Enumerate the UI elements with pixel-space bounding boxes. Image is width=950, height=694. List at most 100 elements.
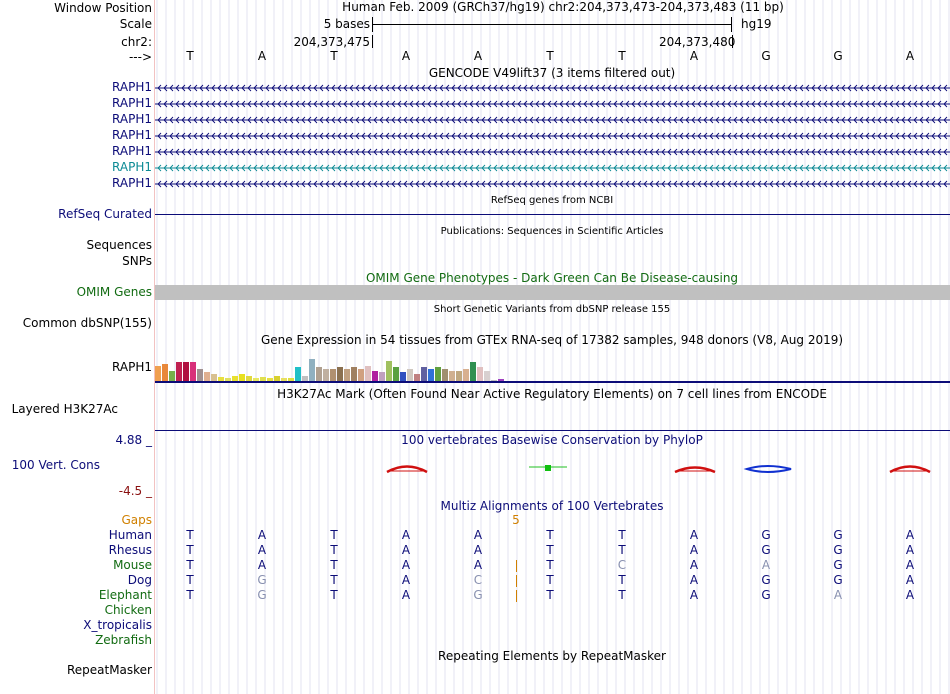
panel-divider[interactable] — [154, 0, 155, 694]
gtex-tissue-bar[interactable] — [162, 364, 168, 381]
track-area[interactable]: Human Feb. 2009 (GRCh37/hg19) chr2:204,3… — [155, 0, 950, 694]
aligned-base: G — [257, 573, 267, 587]
gencode-gene-label[interactable]: RAPH1 — [112, 80, 152, 94]
strand-arrows — [157, 164, 948, 172]
base-grid-lines — [156, 0, 950, 694]
gtex-tissue-bar[interactable] — [204, 372, 210, 381]
gtex-tissue-bar[interactable] — [337, 367, 343, 381]
refseq-label[interactable]: RefSeq Curated — [58, 207, 152, 221]
gtex-tissue-bar[interactable] — [428, 369, 434, 381]
aligned-base: A — [905, 588, 915, 602]
aligned-base: A — [689, 573, 699, 587]
gtex-tissue-bar[interactable] — [155, 366, 161, 381]
gtex-tissue-bar[interactable] — [449, 371, 455, 381]
aligned-base: G — [833, 528, 843, 542]
gtex-tissue-bar[interactable] — [253, 378, 259, 381]
omim-label[interactable]: OMIM Genes — [76, 285, 152, 299]
gtex-tissue-bar[interactable] — [211, 374, 217, 381]
gap-marker — [516, 590, 517, 602]
gtex-tissue-bar[interactable] — [463, 369, 469, 381]
dbsnp-label[interactable]: Common dbSNP(155) — [22, 316, 152, 330]
gtex-tissue-bar[interactable] — [477, 367, 483, 381]
gtex-bar-graph[interactable] — [155, 347, 950, 381]
aligned-base: G — [761, 588, 771, 602]
gtex-tissue-bar[interactable] — [379, 372, 385, 381]
h3k27ac-label[interactable]: Layered H3K27Ac — [11, 402, 118, 416]
gtex-tissue-bar[interactable] — [421, 367, 427, 381]
sequences-label[interactable]: Sequences — [86, 238, 152, 252]
gtex-tissue-bar[interactable] — [232, 376, 238, 381]
gtex-tissue-bar[interactable] — [484, 371, 490, 381]
gtex-tissue-bar[interactable] — [288, 378, 294, 381]
gtex-tissue-bar[interactable] — [358, 369, 364, 381]
gtex-tissue-bar[interactable] — [470, 362, 476, 381]
gtex-tissue-bar[interactable] — [372, 371, 378, 381]
dbsnp-title: Short Genetic Variants from dbSNP releas… — [433, 304, 671, 315]
strand-arrow-label: ---> — [128, 50, 152, 64]
gtex-tissue-bar[interactable] — [302, 376, 308, 381]
gencode-gene-label[interactable]: RAPH1 — [112, 176, 152, 190]
gtex-tissue-bar[interactable] — [197, 369, 203, 381]
gtex-tissue-bar[interactable] — [274, 376, 280, 381]
species-label[interactable]: Chicken — [104, 603, 152, 617]
aligned-base: A — [689, 543, 699, 557]
gtex-tissue-bar[interactable] — [176, 362, 182, 381]
gtex-tissue-bar[interactable] — [344, 369, 350, 381]
conservation-plot[interactable] — [155, 455, 950, 480]
gtex-tissue-bar[interactable] — [435, 367, 441, 381]
gtex-tissue-bar[interactable] — [260, 377, 266, 381]
gtex-tissue-bar[interactable] — [239, 374, 245, 381]
gtex-tissue-bar[interactable] — [365, 366, 371, 381]
repeatmasker-label[interactable]: RepeatMasker — [66, 663, 152, 677]
species-label[interactable]: Rhesus — [108, 543, 152, 557]
gtex-tissue-bar[interactable] — [491, 380, 497, 381]
gtex-tissue-bar[interactable] — [316, 367, 322, 381]
gtex-tissue-bar[interactable] — [400, 372, 406, 381]
gtex-tissue-bar[interactable] — [246, 376, 252, 381]
gtex-tissue-bar[interactable] — [190, 362, 196, 381]
aligned-base: A — [905, 573, 915, 587]
conservation-point — [545, 465, 551, 471]
gtex-tissue-bar[interactable] — [225, 378, 231, 381]
species-label[interactable]: Zebrafish — [95, 633, 152, 647]
gencode-gene-label[interactable]: RAPH1 — [112, 144, 152, 158]
gencode-gene-lines[interactable] — [155, 80, 950, 192]
gtex-tissue-bar[interactable] — [407, 369, 413, 381]
species-label[interactable]: Human — [108, 528, 152, 542]
reference-base: A — [257, 49, 267, 63]
gtex-tissue-bar[interactable] — [442, 369, 448, 381]
gtex-tissue-bar[interactable] — [218, 377, 224, 381]
gtex-tissue-bar[interactable] — [414, 374, 420, 381]
track-label-panel: Window Position Scale chr2: ---> RAPH1 RA… — [0, 0, 154, 694]
aligned-base: T — [618, 543, 626, 557]
gtex-tissue-bar[interactable] — [351, 367, 357, 381]
gtex-tissue-bar[interactable] — [393, 367, 399, 381]
gtex-label[interactable]: RAPH1 — [112, 360, 152, 374]
species-label[interactable]: Mouse — [113, 558, 152, 572]
species-label[interactable]: Elephant — [98, 588, 152, 602]
species-label[interactable]: Dog — [127, 573, 152, 587]
gtex-tissue-bar[interactable] — [330, 369, 336, 381]
species-label[interactable]: X_tropicalis — [83, 618, 152, 632]
gtex-tissue-bar[interactable] — [169, 371, 175, 381]
gtex-tissue-bar[interactable] — [281, 378, 287, 381]
gencode-gene-label[interactable]: RAPH1 — [112, 96, 152, 110]
aligned-base: T — [546, 573, 554, 587]
gtex-tissue-bar[interactable] — [323, 369, 329, 381]
conservation-label[interactable]: 100 Vert. Cons — [11, 458, 100, 472]
gtex-tissue-bar[interactable] — [498, 379, 504, 381]
gtex-tissue-bar[interactable] — [386, 361, 392, 381]
snps-label[interactable]: SNPs — [122, 254, 152, 268]
gtex-tissue-bar[interactable] — [267, 378, 273, 381]
aligned-base: T — [186, 588, 194, 602]
gencode-gene-label[interactable]: RAPH1 — [112, 112, 152, 126]
aligned-base: T — [618, 573, 626, 587]
strand-arrows — [157, 132, 948, 140]
omim-gene-bar[interactable] — [155, 285, 950, 300]
gtex-tissue-bar[interactable] — [309, 359, 315, 381]
gtex-tissue-bar[interactable] — [295, 367, 301, 381]
gencode-gene-label[interactable]: RAPH1 — [112, 128, 152, 142]
gtex-tissue-bar[interactable] — [456, 371, 462, 381]
gtex-tissue-bar[interactable] — [183, 362, 189, 381]
gencode-gene-label[interactable]: RAPH1 — [112, 160, 152, 174]
